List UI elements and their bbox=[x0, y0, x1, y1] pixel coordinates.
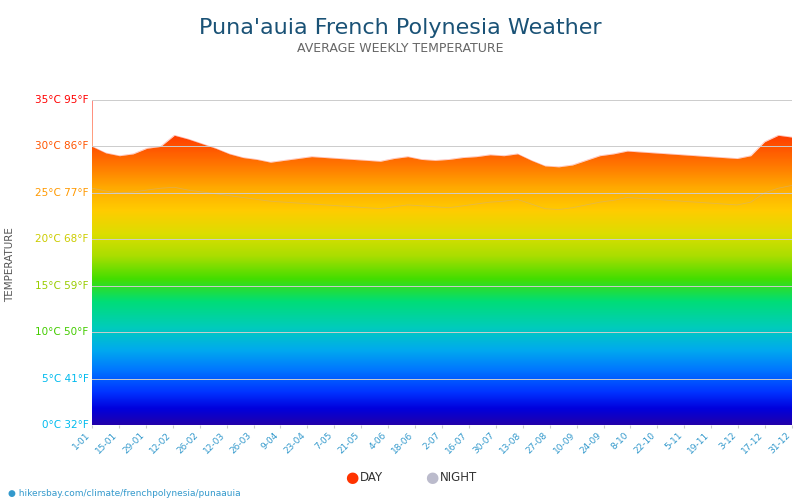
Text: 25°C 77°F: 25°C 77°F bbox=[35, 188, 89, 198]
Text: 30°C 86°F: 30°C 86°F bbox=[35, 142, 89, 152]
Text: ●: ● bbox=[346, 470, 358, 485]
Text: AVERAGE WEEKLY TEMPERATURE: AVERAGE WEEKLY TEMPERATURE bbox=[297, 42, 503, 56]
Text: Puna'auia French Polynesia Weather: Puna'auia French Polynesia Weather bbox=[198, 18, 602, 38]
Text: 35°C 95°F: 35°C 95°F bbox=[35, 95, 89, 105]
Text: 15°C 59°F: 15°C 59°F bbox=[35, 280, 89, 290]
Text: TEMPERATURE: TEMPERATURE bbox=[5, 228, 14, 302]
Text: 0°C 32°F: 0°C 32°F bbox=[42, 420, 89, 430]
Text: DAY: DAY bbox=[360, 471, 383, 484]
Text: 20°C 68°F: 20°C 68°F bbox=[35, 234, 89, 244]
Text: 10°C 50°F: 10°C 50°F bbox=[35, 327, 89, 337]
Text: ●: ● bbox=[426, 470, 438, 485]
Text: 5°C 41°F: 5°C 41°F bbox=[42, 374, 89, 384]
Text: NIGHT: NIGHT bbox=[440, 471, 478, 484]
Text: ● hikersbay.com/climate/frenchpolynesia/punaauia: ● hikersbay.com/climate/frenchpolynesia/… bbox=[8, 488, 241, 498]
